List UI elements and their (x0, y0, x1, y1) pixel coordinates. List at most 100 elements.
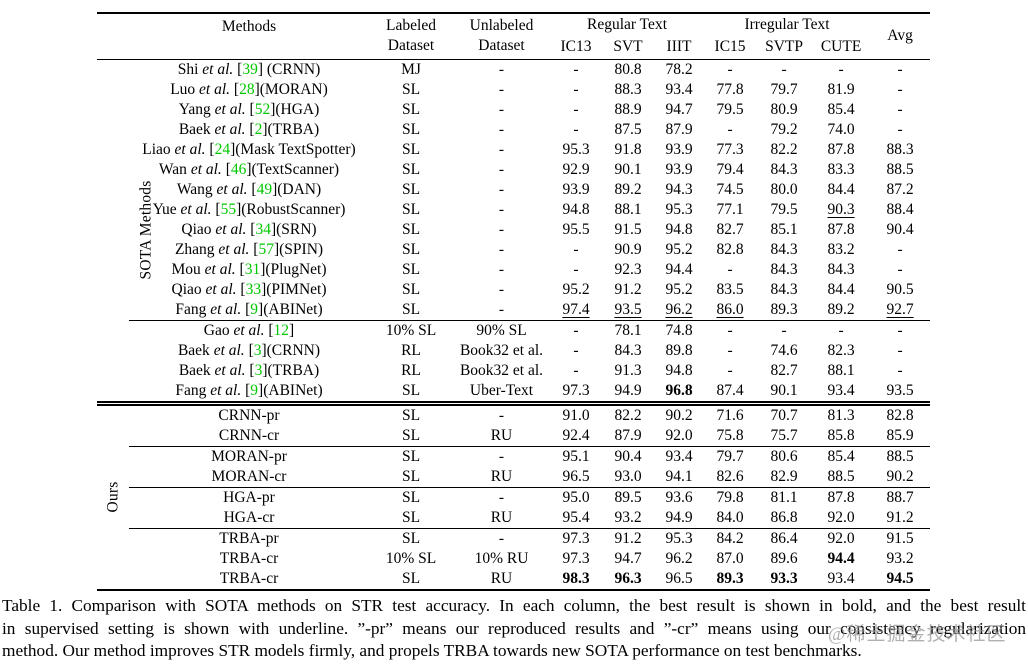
method-name: Wang et al. [49](DAN) (176, 180, 322, 198)
data-cell: 89.8 (665, 341, 693, 359)
data-cell: SL (401, 569, 421, 587)
citation-link[interactable]: 3 (254, 361, 263, 379)
data-cell: 97.3 (562, 549, 590, 567)
citation-link[interactable]: 9 (250, 381, 259, 399)
data-cell: 93.5 (614, 300, 642, 318)
table-row: Liao et al. [24](Mask TextSpotter) SL - 95.… (97, 140, 930, 160)
data-cell: 90.3 (827, 200, 855, 218)
data-cell: 91.2 (886, 508, 914, 526)
data-cell: 78.1 (602, 319, 654, 341)
data-cell: 90.2 (886, 467, 914, 485)
data-cell: 10% RU (474, 549, 529, 567)
data-cell: - (727, 260, 733, 278)
data-cell: 97.3 (562, 381, 590, 399)
data-cell: 91.8 (614, 140, 642, 158)
data-cell: 79.8 (704, 486, 757, 508)
data-cell: - (573, 120, 579, 138)
citation-link[interactable]: 52 (254, 100, 271, 118)
data-cell: SL (369, 400, 453, 426)
data-cell: 95.2 (665, 240, 693, 258)
data-cell: 79.7 (770, 80, 798, 98)
data-cell: 87.8 (827, 140, 855, 158)
citation-link[interactable]: 31 (244, 260, 261, 278)
data-cell: 93.9 (562, 180, 590, 198)
data-cell: RU (490, 508, 513, 526)
citation-link[interactable]: 33 (245, 280, 262, 298)
data-cell: - (498, 180, 505, 198)
data-cell: 10% SL (385, 549, 437, 567)
citation-link[interactable]: 49 (256, 180, 273, 198)
data-cell: SL (401, 80, 421, 98)
table-row: HGA-cr SL RU 95.4 93.2 94.9 84.0 86.8 92.0 91.2 (97, 508, 930, 529)
data-cell: 85.8 (827, 426, 855, 444)
data-cell: SL (401, 467, 421, 485)
data-cell: 93.4 (654, 445, 705, 467)
data-cell: 78.2 (654, 58, 705, 80)
data-cell: 92.3 (614, 260, 642, 278)
data-cell: SL (369, 445, 453, 467)
data-cell: 85.9 (886, 426, 914, 444)
data-cell: 97.4 (562, 300, 590, 318)
data-cell: - (453, 58, 550, 80)
data-cell: SL (401, 240, 421, 258)
data-cell: 93.5 (886, 381, 914, 399)
data-cell: - (573, 240, 579, 258)
data-cell: 79.5 (770, 200, 798, 218)
data-cell: 82.9 (770, 467, 798, 485)
results-table: Methods Labeled Dataset Unlabeled Datase… (97, 12, 931, 591)
method-name: Luo et al. [28](MORAN) (170, 80, 328, 98)
data-cell: - (897, 80, 903, 98)
data-cell: - (573, 80, 579, 98)
citation-link[interactable]: 2 (254, 120, 263, 138)
data-cell: 84.3 (614, 341, 642, 359)
data-cell: SL (401, 381, 421, 399)
data-cell: RL (401, 341, 421, 359)
data-cell: 94.8 (665, 361, 693, 379)
data-cell: SL (401, 200, 421, 218)
data-cell: 89.3 (770, 300, 798, 318)
table-row: TRBA-pr SL -97.3 91.2 95.3 84.2 86.4 92.0 91.5 (97, 527, 931, 549)
method-name: Fang et al. [9](ABINet) (175, 300, 323, 318)
citation-link[interactable]: 12 (273, 321, 290, 339)
header-avg: Avg (887, 27, 913, 45)
data-cell: 79.4 (716, 160, 744, 178)
citation-link[interactable]: 39 (242, 60, 258, 78)
data-cell: 93.4 (827, 569, 855, 587)
table-row: Qiao et al. [33](PIMNet) SL - 95.2 91.2 95.2 8… (97, 280, 930, 300)
data-cell: RU (490, 569, 513, 587)
header-col-iiit: IIIT (666, 38, 692, 56)
header-corner (97, 13, 129, 59)
citation-link[interactable]: 3 (253, 341, 262, 359)
data-cell: 96.5 (665, 569, 693, 587)
data-cell: 94.5 (886, 569, 914, 587)
data-cell: - (756, 319, 813, 341)
data-cell: RU (490, 467, 513, 485)
caption-line-3: method. Our method improves STR models f… (2, 641, 862, 661)
data-cell: - (727, 341, 733, 359)
data-cell: SL (401, 280, 421, 298)
data-cell: 79.7 (704, 445, 757, 467)
table-row: SOTA Methods Shi et al. [39] (CRNN) MJ - -80… (97, 58, 931, 403)
data-cell: - (870, 319, 931, 341)
data-cell: 93.0 (614, 467, 642, 485)
data-cell: - (498, 140, 505, 158)
data-cell: 86.0 (716, 300, 744, 318)
method-name: Wan et al. [46](TextScanner) (158, 160, 340, 178)
data-cell: 84.2 (704, 527, 757, 549)
citation-link[interactable]: 34 (255, 220, 271, 238)
data-cell: 81.9 (827, 80, 855, 98)
data-cell: 82.2 (602, 400, 654, 426)
data-cell: - (498, 280, 505, 298)
data-cell: 82.8 (716, 240, 744, 258)
citation-link[interactable]: 57 (258, 240, 274, 258)
caption-line-1: Table 1. Comparison with SOTA methods on… (2, 596, 1026, 615)
citation-link[interactable]: 46 (230, 160, 247, 178)
citation-link[interactable]: 24 (214, 140, 231, 158)
citation-link[interactable]: 9 (250, 300, 259, 318)
data-cell: 94.7 (614, 549, 642, 567)
citation-link[interactable]: 28 (239, 80, 255, 98)
data-cell: 93.9 (665, 140, 693, 158)
citation-link[interactable]: 55 (220, 200, 237, 218)
data-cell: - (498, 260, 505, 278)
header-col-ic15: IC15 (714, 38, 746, 56)
